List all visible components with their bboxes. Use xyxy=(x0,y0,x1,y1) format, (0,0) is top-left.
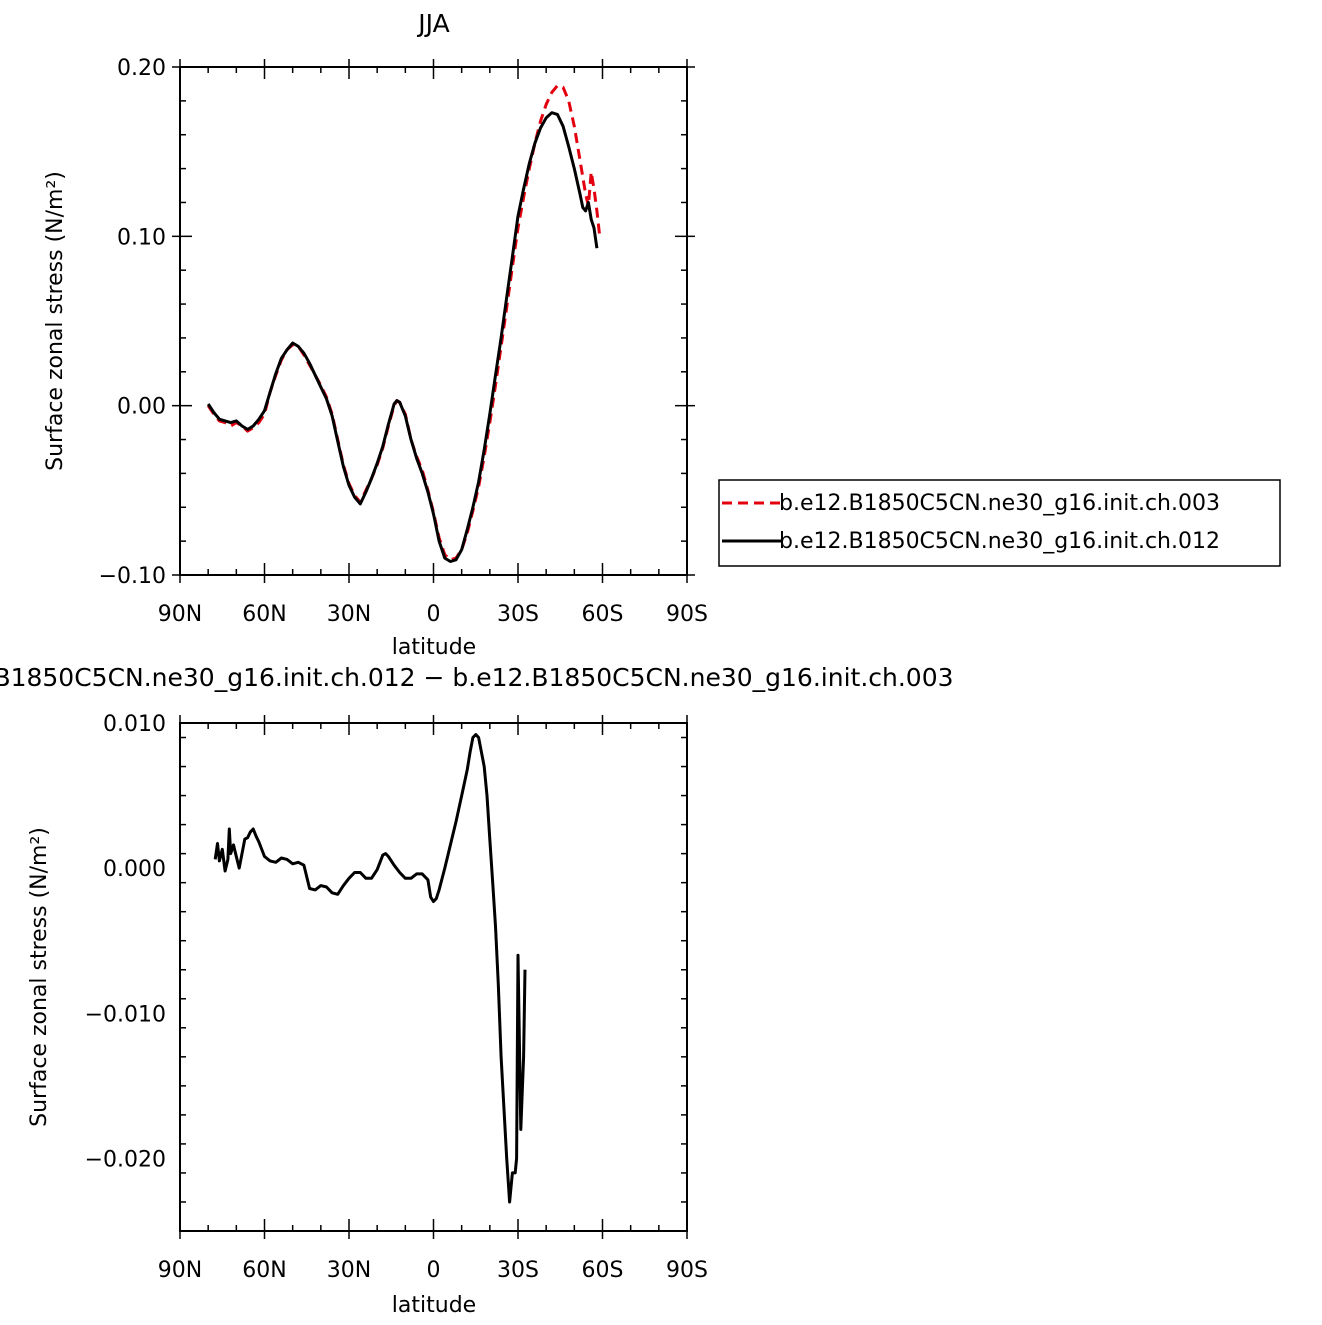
bottom-panel-xlabel: latitude xyxy=(392,1293,476,1318)
top-series-line-0 xyxy=(206,84,602,562)
top-panel-title: JJA xyxy=(416,9,449,38)
bottom-xtick-label: 30S xyxy=(497,1258,539,1283)
bottom-xtick-label: 90S xyxy=(666,1258,708,1283)
bottom-panel-frame xyxy=(179,722,688,1232)
bottom-ytick-label: 0.010 xyxy=(103,712,166,737)
top-xtick-label: 60N xyxy=(242,602,286,627)
legend-label-003: b.e12.B1850C5CN.ne30_g16.init.ch.003 xyxy=(779,491,1220,516)
top-panel: JJA 90N 60N 30N 0 30S 60S 90S −0.10 0.00 0.10 0.20… xyxy=(43,9,1281,660)
legend-box xyxy=(718,479,1281,567)
top-xtick-label: 90S xyxy=(666,602,708,627)
top-series-line-1 xyxy=(206,111,599,563)
top-xtick-label: 0 xyxy=(427,602,441,627)
top-ytick-label: 0.00 xyxy=(117,395,166,420)
bottom-ytick-label: −0.010 xyxy=(85,1002,166,1027)
bottom-xtick-label: 60N xyxy=(242,1258,286,1283)
bottom-xtick-label: 60S xyxy=(582,1258,624,1283)
bottom-panel: b.e12.B1850C5CN.ne30_g16.init.ch.012 − b… xyxy=(0,663,954,1318)
top-xtick-label: 30N xyxy=(327,602,371,627)
bottom-panel-title: b.e12.B1850C5CN.ne30_g16.init.ch.012 − b… xyxy=(0,663,954,692)
bottom-panel-ylabel: Surface zonal stress (N/m²) xyxy=(27,827,52,1127)
legend-label-012: b.e12.B1850C5CN.ne30_g16.init.ch.012 xyxy=(779,529,1220,554)
top-panel-series xyxy=(206,84,602,563)
top-panel-xlabel: latitude xyxy=(392,635,476,660)
top-ytick-label: 0.20 xyxy=(117,56,166,81)
top-panel-ylabel: Surface zonal stress (N/m²) xyxy=(43,171,68,471)
bottom-xtick-label: 90N xyxy=(158,1258,202,1283)
bottom-xtick-label: 0 xyxy=(427,1258,441,1283)
bottom-ytick-label: 0.000 xyxy=(103,857,166,882)
top-xtick-label: 60S xyxy=(582,602,624,627)
bottom-xtick-label: 30N xyxy=(327,1258,371,1283)
top-ytick-label: −0.10 xyxy=(99,564,166,589)
bottom-ytick-label: −0.020 xyxy=(85,1147,166,1172)
bottom-series-line-0 xyxy=(213,733,527,1204)
bottom-panel-series xyxy=(213,733,527,1204)
top-panel-frame xyxy=(179,66,688,576)
top-xtick-label: 30S xyxy=(497,602,539,627)
top-xtick-label: 90N xyxy=(158,602,202,627)
top-ytick-label: 0.10 xyxy=(117,225,166,250)
legend: b.e12.B1850C5CN.ne30_g16.init.ch.003 b.e… xyxy=(718,479,1281,567)
